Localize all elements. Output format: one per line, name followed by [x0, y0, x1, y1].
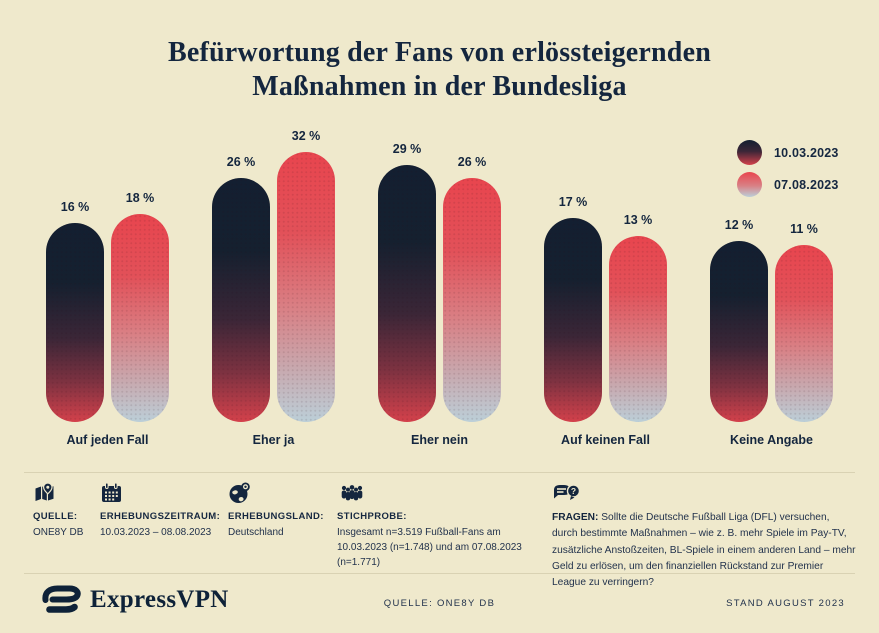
- bar-series-march: 17 %: [544, 195, 602, 422]
- bottom-source: QUELLE: ONE8Y DB: [383, 598, 496, 609]
- bar-group: 17 % 13 % Auf keinen Fall: [544, 122, 667, 447]
- info-sample-label: STICHPROBE:: [337, 511, 407, 522]
- info-period-label: ERHEBUNGSZEITRAUM:: [100, 511, 221, 522]
- bar-value-label: 18 %: [125, 191, 155, 205]
- info-source: QUELLE: ONE8Y DB: [33, 482, 103, 540]
- bar-pair: 16 % 18 %: [46, 122, 169, 422]
- bar-group: 16 % 18 % Auf jeden Fall: [46, 122, 169, 447]
- legend-swatch-march: [737, 140, 762, 165]
- bar-value-label: 13 %: [623, 213, 653, 227]
- bar-pair: 26 % 32 %: [212, 122, 335, 422]
- info-sample: STICHPROBE: Insgesamt n=3.519 Fußball-Fa…: [337, 482, 547, 570]
- people-group-icon: [341, 485, 363, 501]
- bar-value-label: 29 %: [392, 142, 422, 156]
- category-label: Auf jeden Fall: [66, 433, 149, 447]
- bar-group: 12 % 11 % Keine Angabe: [710, 122, 833, 447]
- page-title-line2: Maßnahmen in der Bundesliga: [252, 71, 627, 102]
- bar-series-august: 26 %: [443, 155, 501, 422]
- bar-series-march: 12 %: [710, 218, 768, 422]
- info-country-label: ERHEBUNGSLAND:: [228, 511, 324, 522]
- bar-series-august: 13 %: [609, 213, 667, 422]
- info-country: ERHEBUNGSLAND: Deutschland: [228, 482, 338, 540]
- page-title-line1: Befürwortung der Fans von erlössteigernd…: [168, 37, 711, 68]
- info-sample-value: Insgesamt n=3.519 Fußball-Fans am 10.03.…: [337, 527, 522, 568]
- category-label: Eher nein: [411, 433, 468, 447]
- bar-series-august: 18 %: [111, 191, 169, 422]
- category-label: Eher ja: [252, 433, 295, 447]
- info-source-label: QUELLE:: [33, 511, 78, 522]
- bar-value-label: 12 %: [724, 218, 754, 232]
- brand-logo: ExpressVPN: [38, 584, 229, 615]
- legend-label-march: 10.03.2023: [774, 145, 839, 160]
- bar-series-march: 29 %: [378, 142, 436, 422]
- bottom-bar: ExpressVPN QUELLE: ONE8Y DB STAND AUGUST…: [0, 573, 879, 633]
- bottom-stand: STAND AUGUST 2023: [726, 598, 845, 609]
- legend-swatch-august: [737, 172, 762, 197]
- info-question-value: Sollte die Deutsche Fußball Liga (DFL) v…: [552, 512, 856, 589]
- bar-value-label: 32 %: [291, 129, 321, 143]
- bar-series-march: 26 %: [212, 155, 270, 422]
- category-label: Keine Angabe: [730, 433, 813, 447]
- bar-series-march: 16 %: [46, 200, 104, 422]
- bar-group: 29 % 26 % Eher nein: [378, 122, 501, 447]
- legend-item-march: 10.03.2023: [737, 140, 839, 165]
- bar-chart: 16 % 18 % Auf jeden Fall 26 % 32 % Eher ja 29 …: [46, 122, 833, 447]
- legend-label-august: 07.08.2023: [774, 177, 839, 192]
- bar-pair: 17 % 13 %: [544, 122, 667, 422]
- bar-value-label: 11 %: [790, 222, 818, 236]
- info-question: ? FRAGEN: Sollte die Deutsche Fußball Li…: [552, 482, 857, 591]
- page-title: Befürwortung der Fans von erlössteigernd…: [0, 36, 879, 104]
- bar-series-august: 11 %: [775, 222, 833, 422]
- category-label: Auf keinen Fall: [561, 433, 650, 447]
- info-period: ERHEBUNGSZEITRAUM: 10.03.2023 – 08.08.20…: [100, 482, 230, 540]
- info-country-value: Deutschland: [228, 527, 284, 538]
- globe-pin-icon: [229, 482, 250, 503]
- bar-group: 26 % 32 % Eher ja: [212, 122, 335, 447]
- chat-question-icon: ?: [554, 484, 581, 500]
- chart-legend: 10.03.2023 07.08.2023: [737, 140, 839, 197]
- bar-pair: 29 % 26 %: [378, 122, 501, 422]
- divider-bottom: [24, 573, 855, 574]
- bar-value-label: 26 %: [457, 155, 487, 169]
- bar-value-label: 16 %: [60, 200, 90, 214]
- expressvpn-icon: [42, 585, 81, 613]
- bar-value-label: 17 %: [558, 195, 588, 209]
- info-strip: QUELLE: ONE8Y DB ERHEBUNGSZEITRAUM: 10.0…: [0, 472, 879, 588]
- info-question-label: FRAGEN:: [552, 512, 599, 523]
- legend-item-august: 07.08.2023: [737, 172, 839, 197]
- bar-pair: 12 % 11 %: [710, 122, 833, 422]
- info-period-value: 10.03.2023 – 08.08.2023: [100, 527, 212, 538]
- bar-series-august: 32 %: [277, 129, 335, 422]
- info-question-text: FRAGEN: Sollte die Deutsche Fußball Liga…: [552, 510, 857, 591]
- svg-text:?: ?: [571, 486, 576, 496]
- divider-top: [24, 472, 855, 473]
- calendar-icon: [102, 482, 121, 502]
- brand-wordmark: ExpressVPN: [90, 585, 229, 613]
- map-pin-icon: [35, 482, 54, 501]
- info-source-value: ONE8Y DB: [33, 527, 84, 538]
- bar-value-label: 26 %: [226, 155, 256, 169]
